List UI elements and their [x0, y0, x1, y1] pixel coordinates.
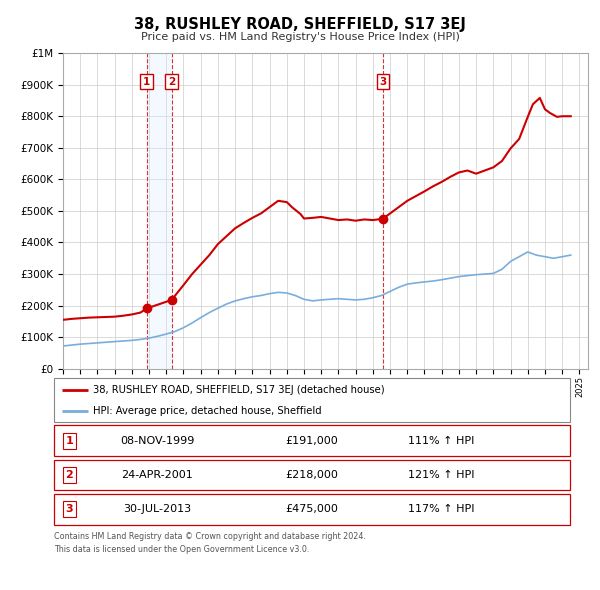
Text: 1: 1 — [143, 77, 150, 87]
Text: £475,000: £475,000 — [286, 504, 338, 514]
Text: 38, RUSHLEY ROAD, SHEFFIELD, S17 3EJ: 38, RUSHLEY ROAD, SHEFFIELD, S17 3EJ — [134, 17, 466, 31]
Text: 2: 2 — [168, 77, 175, 87]
Text: 117% ↑ HPI: 117% ↑ HPI — [408, 504, 474, 514]
Text: 1: 1 — [65, 436, 73, 445]
Text: 24-APR-2001: 24-APR-2001 — [121, 470, 193, 480]
Text: HPI: Average price, detached house, Sheffield: HPI: Average price, detached house, Shef… — [92, 406, 322, 416]
Text: 3: 3 — [65, 504, 73, 514]
Text: Contains HM Land Registry data © Crown copyright and database right 2024.: Contains HM Land Registry data © Crown c… — [54, 532, 366, 540]
Text: 2: 2 — [65, 470, 73, 480]
Text: This data is licensed under the Open Government Licence v3.0.: This data is licensed under the Open Gov… — [54, 545, 310, 553]
Text: 38, RUSHLEY ROAD, SHEFFIELD, S17 3EJ (detached house): 38, RUSHLEY ROAD, SHEFFIELD, S17 3EJ (de… — [92, 385, 385, 395]
Bar — [146, 53, 172, 369]
Text: 30-JUL-2013: 30-JUL-2013 — [123, 504, 191, 514]
Text: Price paid vs. HM Land Registry's House Price Index (HPI): Price paid vs. HM Land Registry's House … — [140, 32, 460, 42]
Text: 121% ↑ HPI: 121% ↑ HPI — [408, 470, 474, 480]
Text: 08-NOV-1999: 08-NOV-1999 — [120, 436, 194, 445]
Text: 111% ↑ HPI: 111% ↑ HPI — [408, 436, 474, 445]
Text: £191,000: £191,000 — [286, 436, 338, 445]
Text: £218,000: £218,000 — [286, 470, 338, 480]
Text: 3: 3 — [379, 77, 386, 87]
